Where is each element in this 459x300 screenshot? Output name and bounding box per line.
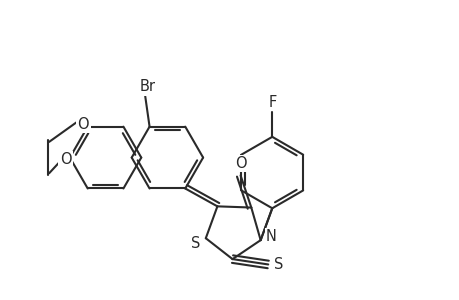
Text: N: N [265,230,276,244]
Text: O: O [60,152,71,167]
Text: F: F [268,94,276,110]
Text: S: S [191,236,200,251]
Text: O: O [234,156,246,171]
Text: Br: Br [139,79,155,94]
Text: O: O [78,117,89,132]
Text: S: S [274,257,283,272]
